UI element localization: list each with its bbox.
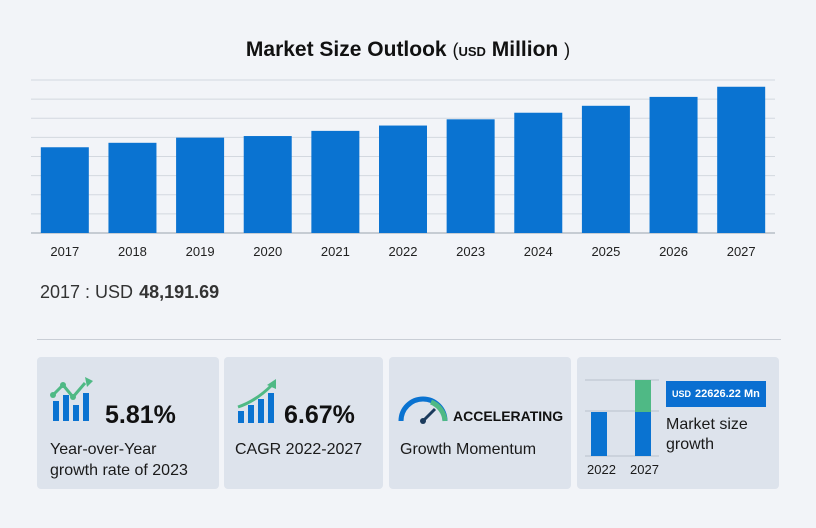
rising-bars-arrow-icon <box>237 379 276 423</box>
yoy-card: 5.81% Year-over-Year growth rate of 2023 <box>37 357 219 489</box>
title-paren-open: ( <box>452 40 459 60</box>
bar-2026 <box>649 96 698 234</box>
yoy-caption-line1: Year-over-Year <box>50 441 157 458</box>
mini-growth-chart <box>585 379 659 457</box>
title-main: Market Size Outlook <box>245 38 447 61</box>
market-caption-line1: Market size <box>666 416 748 433</box>
bar-2019 <box>176 137 225 233</box>
chart-bars <box>40 86 766 234</box>
x-tick-label: 2020 <box>253 244 282 259</box>
yoy-value: 5.81% <box>105 401 176 429</box>
mini-year-end: 2027 <box>630 462 659 477</box>
growth-bars-icon <box>50 377 93 421</box>
bar-2020 <box>243 136 292 233</box>
summary-prefix: 2017 : USD <box>40 282 134 302</box>
title-unit-prefix: USD <box>458 44 486 59</box>
bar-2024 <box>514 112 563 233</box>
x-tick-label: 2022 <box>389 244 418 259</box>
title-paren-close: ) <box>564 40 571 60</box>
x-tick-label: 2026 <box>659 244 688 259</box>
x-tick-label: 2018 <box>118 244 147 259</box>
x-tick-label: 2024 <box>524 244 553 259</box>
mini-bar-growth <box>635 380 651 412</box>
pill-value: 22626.22 Mn <box>695 388 760 400</box>
bar-2027 <box>717 86 766 233</box>
bar-2021 <box>311 130 360 233</box>
mini-bar-end <box>635 412 651 456</box>
x-tick-label: 2025 <box>591 244 620 259</box>
cagr-card: 6.67% CAGR 2022-2027 <box>224 357 383 489</box>
market-growth-card: 2022 2027 <box>577 357 779 489</box>
bar-2022 <box>379 125 427 233</box>
summary-value: 48,191.69 <box>139 282 220 302</box>
cagr-value: 6.67% <box>284 401 355 429</box>
bar-2018 <box>108 142 157 233</box>
pill-prefix: USD <box>672 389 692 399</box>
chart-title: Market Size Outlook (USD Million ) <box>0 38 816 62</box>
mini-bar-start <box>591 412 607 456</box>
section-divider <box>37 339 781 340</box>
cagr-caption: CAGR 2022-2027 <box>235 441 363 458</box>
bar-chart: 2017 2018 2019 2020 2021 2022 2023 2024 2025 2026… <box>31 79 775 259</box>
x-tick-label: 2023 <box>456 244 485 259</box>
yoy-caption: Year-over-Year growth rate of 2023 <box>50 439 188 481</box>
bar-2017 <box>40 147 89 233</box>
yoy-caption-line2: growth rate of 2023 <box>50 462 188 479</box>
bar-2025 <box>581 105 630 233</box>
mini-year-start: 2022 <box>587 462 616 477</box>
market-growth-pill: USD 22626.22 Mn <box>666 381 766 407</box>
x-tick-label: 2019 <box>186 244 215 259</box>
momentum-caption: Growth Momentum <box>400 441 537 458</box>
momentum-value: ACCELERATING <box>453 408 564 424</box>
momentum-card: ACCELERATING Growth Momentum <box>389 357 571 489</box>
x-tick-label: 2027 <box>727 244 756 259</box>
speedometer-icon <box>398 396 448 424</box>
title-unit-word: Million <box>491 38 559 61</box>
market-growth-caption: Market size growth <box>666 415 748 455</box>
x-tick-label: 2021 <box>321 244 350 259</box>
base-year-summary: 2017 : USD 48,191.69 <box>40 282 219 303</box>
bar-2023 <box>446 119 495 233</box>
chart-x-ticks: 2017 2018 2019 2020 2021 2022 2023 2024 2025 2026… <box>50 244 755 259</box>
x-tick-label: 2017 <box>50 244 79 259</box>
market-caption-line2: growth <box>666 436 715 453</box>
